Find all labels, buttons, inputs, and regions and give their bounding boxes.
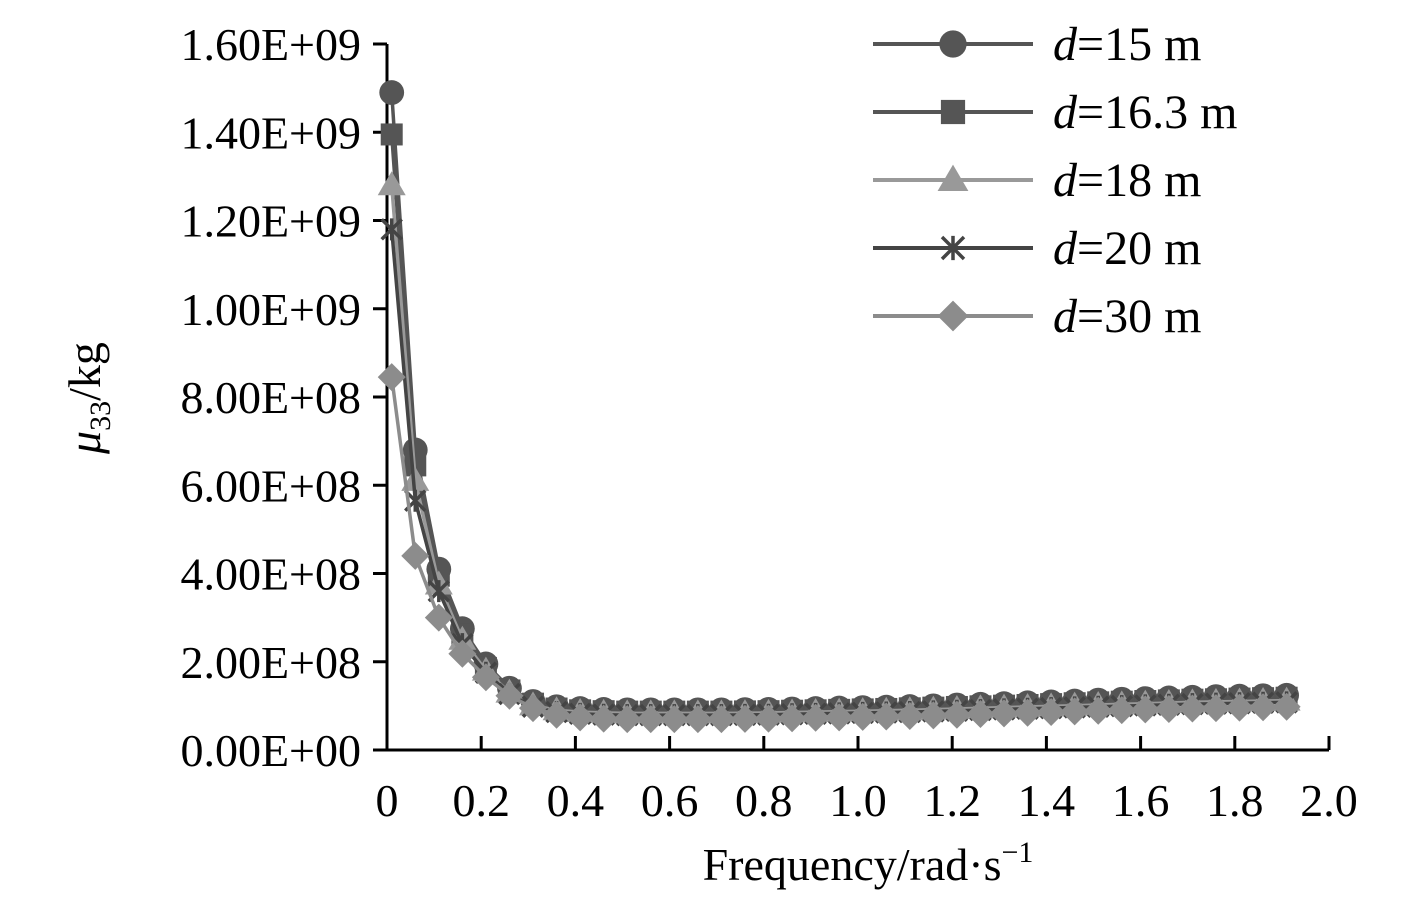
data-point: [636, 705, 665, 734]
legend-item: d=16.3 m: [873, 86, 1237, 139]
data-point: [872, 702, 901, 731]
legend-item: d=30 m: [873, 290, 1201, 343]
legend-label: d=20 m: [1053, 222, 1201, 275]
data-point: [1037, 698, 1066, 727]
data-point: [683, 705, 712, 734]
data-point: [495, 681, 524, 710]
x-tick-label: 1.0: [829, 775, 887, 826]
legend-label: d=16.3 m: [1053, 86, 1237, 139]
data-point: [542, 700, 571, 729]
data-point: [919, 701, 948, 730]
data-point: [1154, 694, 1183, 723]
data-point: [448, 639, 477, 668]
data-point: [895, 702, 924, 731]
y-tick-label: 4.00E+08: [180, 549, 361, 600]
data-point: [754, 704, 783, 733]
x-tick-label: 0.2: [452, 775, 510, 826]
data-point: [1013, 698, 1042, 727]
data-point: [990, 699, 1019, 728]
data-point: [613, 705, 642, 734]
x-tick-label: 1.2: [923, 775, 981, 826]
x-tick-label: 2.0: [1300, 775, 1358, 826]
data-point: [401, 541, 430, 570]
x-tick-label: 1.6: [1112, 775, 1170, 826]
data-point: [1084, 696, 1113, 725]
x-tick-label: 1.4: [1018, 775, 1076, 826]
data-point: [730, 704, 759, 733]
series-d-30-m: [377, 363, 1301, 734]
data-point: [519, 694, 548, 723]
data-point: [707, 705, 736, 734]
x-axis-title: Frequency/rad·s−1: [703, 836, 1034, 890]
x-tick-label: 0: [376, 775, 399, 826]
x-tick-label: 0.8: [735, 775, 793, 826]
data-point: [939, 30, 967, 58]
y-tick-label: 1.00E+09: [180, 284, 361, 335]
data-point: [401, 466, 430, 491]
data-point: [801, 703, 830, 732]
data-point: [1249, 693, 1278, 722]
data-point: [1201, 694, 1230, 723]
data-point: [589, 704, 618, 733]
data-point: [379, 80, 405, 105]
data-point: [1060, 697, 1089, 726]
data-point: [937, 300, 969, 332]
x-tick-label: 1.8: [1206, 775, 1264, 826]
data-point: [380, 123, 403, 146]
y-axis-title: μ33/kg: [59, 342, 117, 455]
data-point: [848, 702, 877, 731]
data-point: [660, 705, 689, 734]
data-point: [825, 703, 854, 732]
legend-item: d=18 m: [873, 154, 1201, 207]
data-point: [1225, 693, 1254, 722]
y-tick-label: 0.00E+00: [180, 725, 361, 776]
x-tick-label: 0.6: [641, 775, 699, 826]
data-point: [1131, 695, 1160, 724]
y-tick-label: 2.00E+08: [180, 637, 361, 688]
data-point: [1107, 696, 1136, 725]
x-tick-label: 0.4: [547, 775, 605, 826]
axes: [385, 44, 1329, 752]
data-point: [424, 603, 453, 632]
data-point: [1178, 694, 1207, 723]
data-point: [942, 700, 971, 729]
data-point: [380, 218, 403, 241]
data-point: [778, 704, 807, 733]
legend-label: d=15 m: [1053, 18, 1201, 71]
data-point: [940, 235, 966, 261]
data-point: [377, 171, 406, 196]
legend-item: d=20 m: [873, 222, 1201, 275]
series-line: [389, 376, 1287, 721]
series-layer: [377, 80, 1301, 734]
y-tick-label: 6.00E+08: [180, 460, 361, 511]
data-point: [566, 703, 595, 732]
legend: d=15 m d=16.3 m d=18 m d=20 m d=30 m: [873, 18, 1237, 343]
data-point: [377, 363, 406, 392]
y-tick-label: 1.40E+09: [180, 107, 361, 158]
legend-label: d=18 m: [1053, 154, 1201, 207]
y-ticks: 0.00E+00 2.00E+08 4.00E+08 6.00E+08 8.00E+08…: [180, 19, 387, 776]
legend-item: d=15 m: [873, 18, 1201, 71]
series-d-16-3-m: [380, 123, 1298, 723]
x-ticks: 0 0.2 0.4 0.6 0.8 1.0 1.2 1.4 1.6 1.8 2.0: [376, 736, 1358, 826]
data-point: [940, 99, 966, 125]
y-tick-label: 1.60E+09: [180, 19, 361, 70]
y-tick-label: 1.20E+09: [180, 196, 361, 247]
data-point: [937, 164, 969, 191]
data-point: [471, 663, 500, 692]
y-tick-label: 8.00E+08: [180, 372, 361, 423]
legend-label: d=30 m: [1053, 290, 1201, 343]
data-point: [966, 700, 995, 729]
data-point: [1272, 692, 1301, 721]
